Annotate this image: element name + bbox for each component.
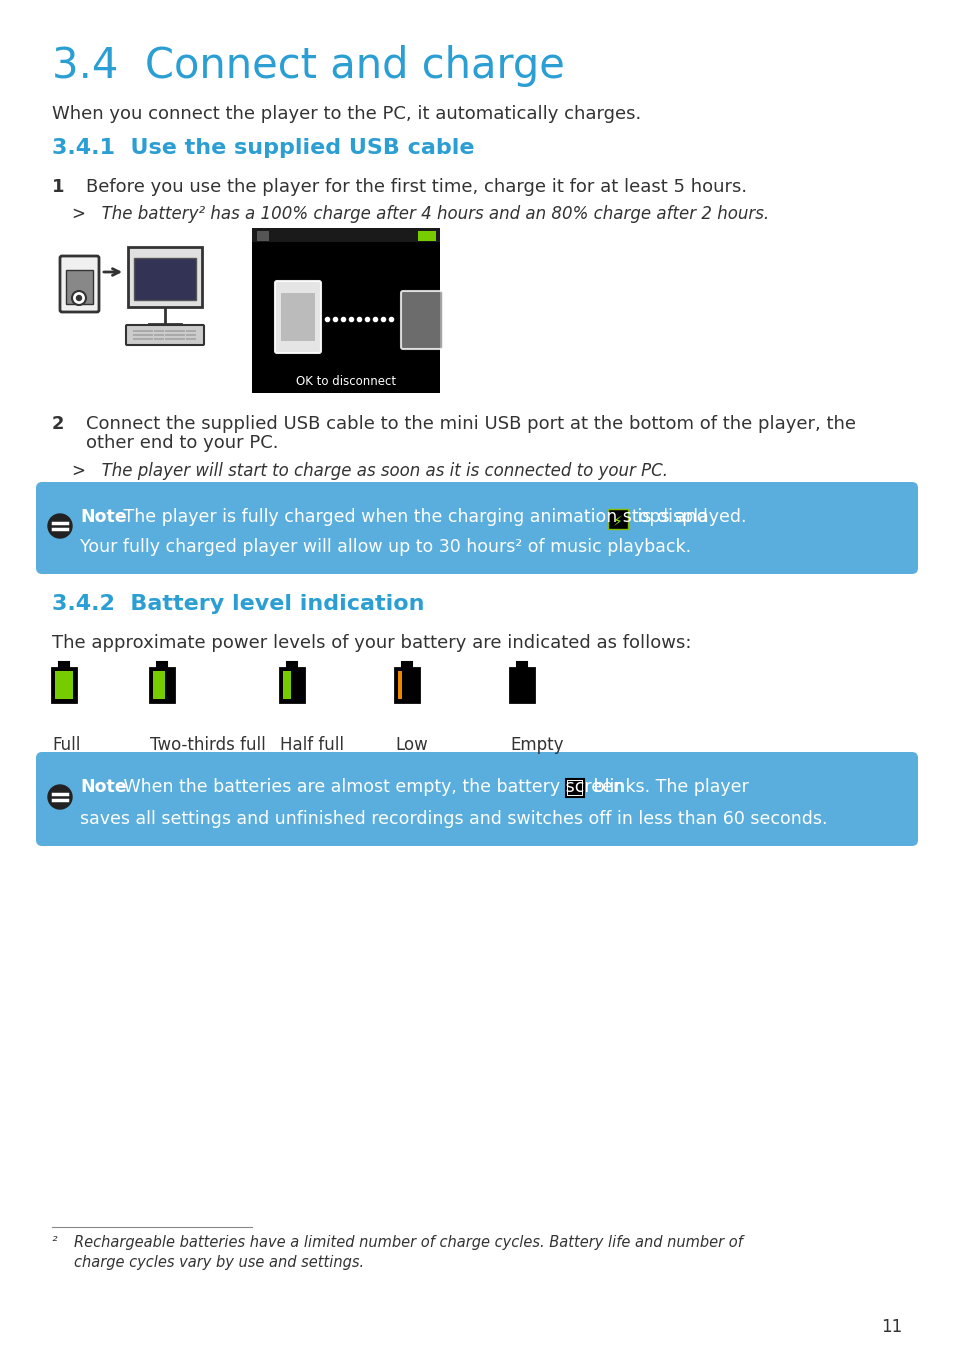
Bar bbox=[256, 231, 269, 242]
Bar bbox=[186, 329, 195, 332]
Text: Half full: Half full bbox=[280, 736, 344, 755]
Bar bbox=[174, 338, 185, 340]
Bar bbox=[565, 779, 583, 796]
Bar bbox=[143, 329, 152, 332]
Bar bbox=[165, 338, 174, 340]
Bar bbox=[152, 671, 171, 699]
Text: Note: Note bbox=[80, 778, 127, 796]
Circle shape bbox=[48, 784, 71, 809]
Text: charge cycles vary by use and settings.: charge cycles vary by use and settings. bbox=[74, 1256, 364, 1270]
Text: 2: 2 bbox=[52, 414, 65, 433]
Text: Two-thirds full: Two-thirds full bbox=[150, 736, 266, 755]
FancyBboxPatch shape bbox=[400, 292, 442, 350]
Text: Before you use the player for the first time, charge it for at least 5 hours.: Before you use the player for the first … bbox=[86, 178, 746, 196]
FancyBboxPatch shape bbox=[126, 325, 204, 346]
Bar bbox=[150, 668, 173, 702]
Text: Rechargeable batteries have a limited number of charge cycles. Battery life and : Rechargeable batteries have a limited nu… bbox=[74, 1235, 742, 1250]
Bar bbox=[59, 662, 69, 667]
Text: 3.4.1  Use the supplied USB cable: 3.4.1 Use the supplied USB cable bbox=[52, 138, 474, 158]
Bar bbox=[401, 662, 412, 667]
Text: blinks. The player: blinks. The player bbox=[587, 778, 748, 796]
FancyBboxPatch shape bbox=[274, 281, 320, 352]
Bar bbox=[152, 671, 165, 699]
Text: saves all settings and unfinished recordings and switches off in less than 60 se: saves all settings and unfinished record… bbox=[80, 810, 826, 828]
Bar bbox=[252, 228, 439, 242]
Text: is displayed.: is displayed. bbox=[631, 508, 745, 526]
Circle shape bbox=[71, 292, 86, 305]
FancyBboxPatch shape bbox=[36, 482, 917, 574]
Text: 11: 11 bbox=[880, 1318, 901, 1336]
Bar bbox=[174, 333, 185, 336]
Text: Connect the supplied USB cable to the mini USB port at the bottom of the player,: Connect the supplied USB cable to the mi… bbox=[86, 414, 855, 433]
FancyBboxPatch shape bbox=[252, 228, 439, 393]
Bar bbox=[607, 509, 627, 529]
Bar bbox=[132, 338, 143, 340]
Bar bbox=[281, 293, 314, 342]
Bar bbox=[143, 333, 152, 336]
Text: Empty: Empty bbox=[510, 736, 563, 755]
Bar bbox=[132, 329, 143, 332]
Bar bbox=[133, 258, 195, 300]
Bar bbox=[283, 671, 291, 699]
Bar bbox=[55, 671, 73, 699]
Bar bbox=[280, 668, 304, 702]
Text: OK to disconnect: OK to disconnect bbox=[295, 375, 395, 387]
Text: The player is fully charged when the charging animation stops and: The player is fully charged when the cha… bbox=[118, 508, 707, 526]
Bar bbox=[52, 668, 76, 702]
Bar bbox=[567, 782, 581, 795]
Bar bbox=[153, 338, 164, 340]
Text: Your fully charged player will allow up to 30 hours² of music playback.: Your fully charged player will allow up … bbox=[80, 539, 690, 556]
Bar bbox=[55, 671, 73, 699]
Bar bbox=[517, 662, 526, 667]
Text: When you connect the player to the PC, it automatically charges.: When you connect the player to the PC, i… bbox=[52, 105, 640, 123]
FancyBboxPatch shape bbox=[36, 752, 917, 846]
Bar bbox=[397, 671, 416, 699]
Text: 3.4  Connect and charge: 3.4 Connect and charge bbox=[52, 45, 564, 86]
Text: ⚡: ⚡ bbox=[613, 514, 622, 529]
FancyBboxPatch shape bbox=[128, 247, 202, 306]
Bar bbox=[157, 662, 167, 667]
Bar bbox=[397, 671, 401, 699]
Bar bbox=[513, 671, 531, 699]
Bar bbox=[287, 662, 296, 667]
Bar bbox=[153, 329, 164, 332]
Bar bbox=[132, 333, 143, 336]
FancyBboxPatch shape bbox=[60, 256, 99, 312]
Text: Low: Low bbox=[395, 736, 427, 755]
Text: 3.4.2  Battery level indication: 3.4.2 Battery level indication bbox=[52, 594, 424, 614]
Bar bbox=[510, 668, 534, 702]
Circle shape bbox=[48, 514, 71, 539]
Bar bbox=[174, 329, 185, 332]
Circle shape bbox=[76, 296, 81, 301]
Bar bbox=[417, 231, 436, 242]
Bar bbox=[165, 329, 174, 332]
Text: When the batteries are almost empty, the battery screen: When the batteries are almost empty, the… bbox=[118, 778, 623, 796]
Text: Note: Note bbox=[80, 508, 127, 526]
Bar bbox=[165, 333, 174, 336]
Text: 1: 1 bbox=[52, 178, 65, 196]
Text: >   The player will start to charge as soon as it is connected to your PC.: > The player will start to charge as soo… bbox=[71, 462, 667, 481]
Bar bbox=[186, 338, 195, 340]
Text: >   The battery² has a 100% charge after 4 hours and an 80% charge after 2 hours: > The battery² has a 100% charge after 4… bbox=[71, 205, 768, 223]
Bar bbox=[395, 668, 418, 702]
Bar bbox=[186, 333, 195, 336]
Bar bbox=[66, 270, 92, 304]
Text: ²: ² bbox=[52, 1235, 57, 1249]
Text: Full: Full bbox=[52, 736, 80, 755]
Text: other end to your PC.: other end to your PC. bbox=[86, 433, 278, 452]
Text: The approximate power levels of your battery are indicated as follows:: The approximate power levels of your bat… bbox=[52, 634, 691, 652]
Bar bbox=[283, 671, 301, 699]
Bar bbox=[153, 333, 164, 336]
Bar bbox=[143, 338, 152, 340]
